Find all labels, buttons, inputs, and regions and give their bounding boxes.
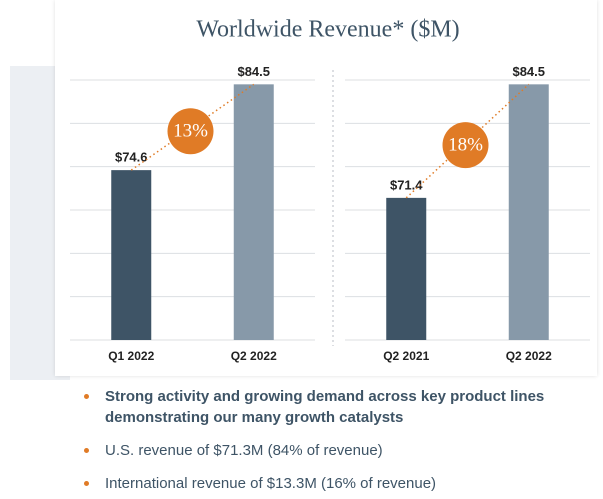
chart-title: Worldwide Revenue* ($M) [196,17,459,43]
bar [386,197,427,340]
growth-badge [167,108,214,155]
growth-label: 13% [173,121,208,142]
bar [111,170,152,340]
bullet-dot [84,481,89,486]
value-label: $84.5 [237,64,270,79]
bullet: U.S. revenue of $71.3M (84% of revenue) [80,440,570,461]
bar [508,84,549,340]
bullet-text: Strong activity and growing demand acros… [105,388,545,426]
bullet-text: U.S. revenue of $71.3M (84% of revenue) [105,442,383,459]
value-label: $74.6 [115,150,148,165]
chart: Worldwide Revenue* ($M) Q1 2022 $74.6 Q2 2… [70,17,590,363]
trend-line [405,83,530,199]
bullet-text: International revenue of $13.3M (16% of … [105,475,437,492]
bullet-dot [84,394,89,399]
bar [233,84,274,340]
value-label: $84.5 [512,64,545,79]
bullet: Strong activity and growing demand acros… [80,386,570,428]
bullet-list: Strong activity and growing demand acros… [80,386,570,499]
bullet-dot [84,448,89,453]
growth-badge [442,122,489,169]
bullet: International revenue of $13.3M (16% of … [80,473,570,494]
growth-label: 18% [448,134,483,155]
x-tick-label: Q1 2022 [108,349,154,363]
x-tick-label: Q2 2022 [506,349,552,363]
x-tick-label: Q2 2021 [383,349,429,363]
x-tick-label: Q2 2022 [231,349,277,363]
value-label: $71.4 [390,177,423,192]
